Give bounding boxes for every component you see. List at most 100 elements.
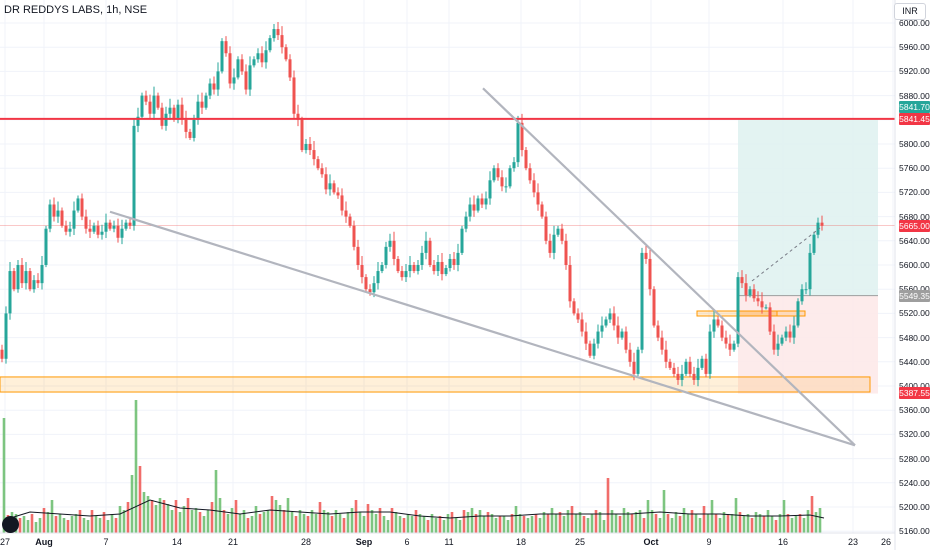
candle-body [276, 29, 280, 36]
volume-bar [114, 518, 118, 533]
candle-body [524, 150, 528, 169]
volume-bar [70, 516, 74, 533]
volume-bar [706, 514, 710, 533]
time-tick-label: 23 [847, 537, 859, 547]
candle-body [420, 252, 424, 265]
volume-bar [698, 518, 702, 533]
candle-body [396, 258, 400, 272]
candle-body [784, 331, 788, 338]
volume-bar [406, 514, 410, 533]
time-tick-label: 14 [171, 537, 183, 547]
candle-body [348, 216, 352, 226]
candle-body [688, 361, 692, 374]
volume-bar [702, 506, 706, 533]
candle-body [84, 216, 88, 229]
volume-bar [170, 510, 174, 533]
upper-trendline [482, 87, 856, 447]
volume-bar [574, 514, 578, 533]
candle-body [760, 301, 764, 308]
volume-bar [718, 518, 722, 533]
symbol-title[interactable]: DR REDDYS LABS, 1h, NSE [4, 4, 148, 16]
candle-body [756, 298, 760, 302]
candle-body [132, 125, 136, 226]
volume-bar [418, 514, 422, 533]
volume-bar [66, 520, 70, 533]
candle-body [176, 104, 180, 120]
candle-body [68, 228, 72, 232]
time-tick-label: Oct [643, 537, 659, 547]
candle-body [480, 198, 484, 205]
volume-bar [342, 518, 346, 533]
candle-body [792, 325, 796, 338]
candle-body [208, 83, 212, 96]
candle-body [20, 265, 24, 284]
volume-bar [398, 516, 402, 533]
position-path-line [751, 227, 821, 282]
volume-bar [314, 514, 318, 533]
volume-bar [546, 514, 550, 533]
volume-bar [726, 514, 730, 533]
candle-body [216, 71, 220, 90]
candle-body [372, 283, 376, 293]
volume-bar [18, 518, 22, 533]
volume-bar [730, 514, 734, 533]
price-tick-label: 5480.00 [899, 332, 930, 343]
candle-body [136, 116, 140, 126]
candle-body [416, 265, 420, 272]
candle-body [640, 252, 644, 350]
candle-body [532, 180, 536, 193]
volume-bar [362, 516, 366, 533]
volume-bar [106, 520, 110, 533]
candle-body [452, 258, 456, 265]
volume-bar [470, 508, 474, 533]
volume-bar [778, 514, 782, 533]
candle-body [616, 325, 620, 338]
volume-bar [638, 510, 642, 533]
candle-body [712, 319, 716, 332]
volume-bar [266, 510, 270, 533]
candle-body [464, 216, 468, 229]
candle-body [460, 228, 464, 253]
volume-bar [78, 510, 82, 533]
candle-body [448, 258, 452, 269]
candle-body [620, 331, 624, 338]
candle-body [456, 252, 460, 265]
candle-body [488, 180, 492, 199]
volume-bar [30, 514, 34, 533]
volume-bar [202, 516, 206, 533]
target-zone [738, 118, 878, 296]
volume-bar [186, 498, 190, 533]
price-tick-label: 5680.00 [899, 211, 930, 222]
support-zone [0, 376, 871, 393]
tradingview-logo-icon[interactable] [2, 516, 19, 533]
volume-bar [542, 512, 546, 533]
volume-bar [646, 500, 650, 533]
volume-bar [374, 514, 378, 533]
price-tick-label: 5560.00 [899, 284, 930, 294]
candle-body [708, 331, 712, 374]
volume-bar [654, 514, 658, 533]
price-tick-label: 6000.00 [899, 18, 930, 28]
candle-body [232, 77, 236, 84]
time-tick-label: 21 [227, 537, 239, 547]
volume-bar [250, 516, 254, 533]
candle-body [540, 204, 544, 217]
volume-bar [118, 506, 122, 533]
candle-body [632, 361, 636, 374]
volume-bar [690, 510, 694, 533]
candle-body [352, 225, 356, 247]
candle-body [192, 119, 196, 138]
candle-body [92, 225, 96, 232]
volume-bar [586, 518, 590, 533]
volume-bar [194, 508, 198, 533]
candle-body [660, 337, 664, 350]
entry-price-label: 5549.35 [899, 290, 930, 302]
currency-badge[interactable]: INR [894, 3, 926, 20]
volume-bar [86, 520, 90, 533]
candle-body [512, 162, 516, 169]
volume-bar [238, 514, 242, 533]
candle-body [820, 222, 824, 226]
volume-bar [22, 516, 26, 533]
candle-body [592, 343, 596, 356]
